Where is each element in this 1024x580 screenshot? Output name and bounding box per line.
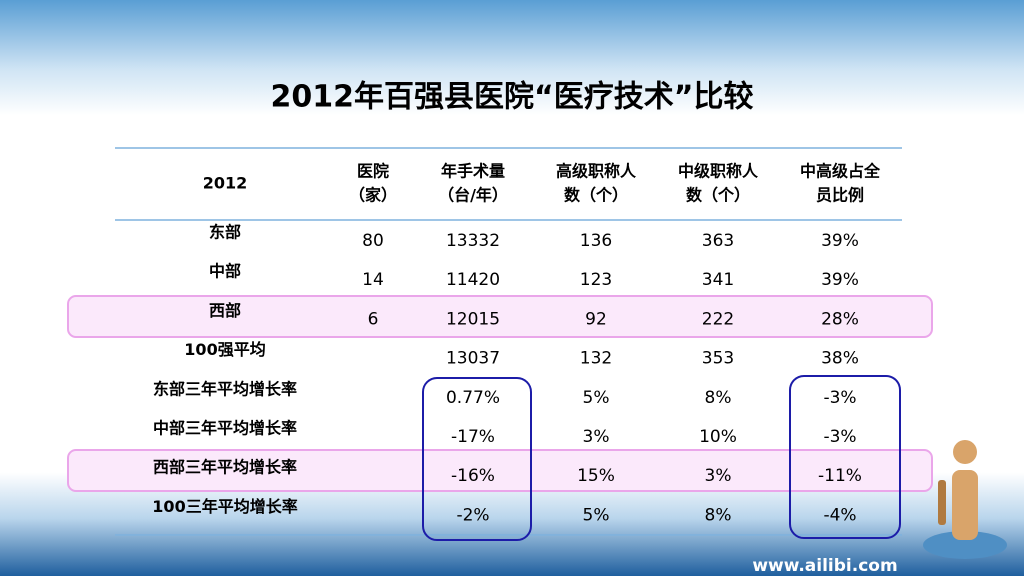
cell: 10% — [699, 427, 737, 447]
cell: 353 — [702, 349, 734, 369]
cell: 8% — [705, 505, 732, 525]
cell: 136 — [580, 231, 612, 251]
header-cell: （家） — [349, 186, 397, 205]
row-label: 西部三年平均增长率 — [153, 458, 297, 477]
header-cell: 中级职称人 — [678, 162, 759, 181]
cell: 39% — [821, 270, 859, 290]
cell: 80 — [362, 231, 384, 251]
cell: 0.77% — [446, 388, 500, 408]
header-cell: 中高级占全 — [800, 162, 881, 181]
cell: 363 — [702, 231, 734, 251]
row-highlight — [67, 449, 933, 492]
cell: 132 — [580, 349, 612, 369]
cell: 5% — [583, 388, 610, 408]
cell: 12015 — [446, 309, 500, 329]
header-cell: 数（个） — [564, 186, 628, 205]
url: www.ailibi.com — [752, 556, 897, 576]
cell: -3% — [823, 388, 856, 408]
header-cell: 高级职称人 — [556, 162, 637, 181]
row-label: 东部 — [209, 223, 241, 242]
cell: -16% — [451, 466, 495, 486]
cell: 13332 — [446, 231, 500, 251]
cell: -11% — [818, 466, 862, 486]
statue-icon — [923, 440, 1007, 559]
column-highlight — [789, 375, 901, 539]
row-highlight — [67, 295, 933, 338]
title: 2012年百强县医院“医疗技术”比较 — [271, 80, 754, 115]
cell: 341 — [702, 270, 734, 290]
header-cell: 年手术量 — [441, 162, 505, 181]
row-label: 中部 — [209, 262, 241, 281]
header-cell: 2012 — [203, 174, 248, 193]
cell: 15% — [577, 466, 615, 486]
cell: -4% — [823, 505, 856, 525]
cell: 222 — [702, 309, 734, 329]
row-label: 东部三年平均增长率 — [153, 379, 297, 398]
cell: 28% — [821, 309, 859, 329]
header-cell: 医院 — [357, 162, 389, 181]
header-cell: 员比例 — [816, 186, 864, 205]
column-highlight — [422, 377, 532, 541]
row-label: 西部 — [209, 301, 241, 320]
row-label: 100三年平均增长率 — [152, 497, 297, 516]
cell: 6 — [368, 309, 379, 329]
cell: 38% — [821, 349, 859, 369]
cell: 14 — [362, 270, 384, 290]
cell: 123 — [580, 270, 612, 290]
cell: 39% — [821, 231, 859, 251]
cell: 5% — [583, 505, 610, 525]
header-cell: （台/年） — [438, 186, 508, 205]
cell: -17% — [451, 427, 495, 447]
cell: 11420 — [446, 270, 500, 290]
cell: 13037 — [446, 349, 500, 369]
cell: 92 — [585, 309, 607, 329]
row-label: 中部三年平均增长率 — [153, 419, 297, 438]
cell: 3% — [583, 427, 610, 447]
cell: 3% — [705, 466, 732, 486]
header-cell: 数（个） — [686, 186, 750, 205]
cell: -2% — [456, 505, 489, 525]
cell: 8% — [705, 388, 732, 408]
cell: -3% — [823, 427, 856, 447]
row-label: 100强平均 — [184, 340, 265, 359]
